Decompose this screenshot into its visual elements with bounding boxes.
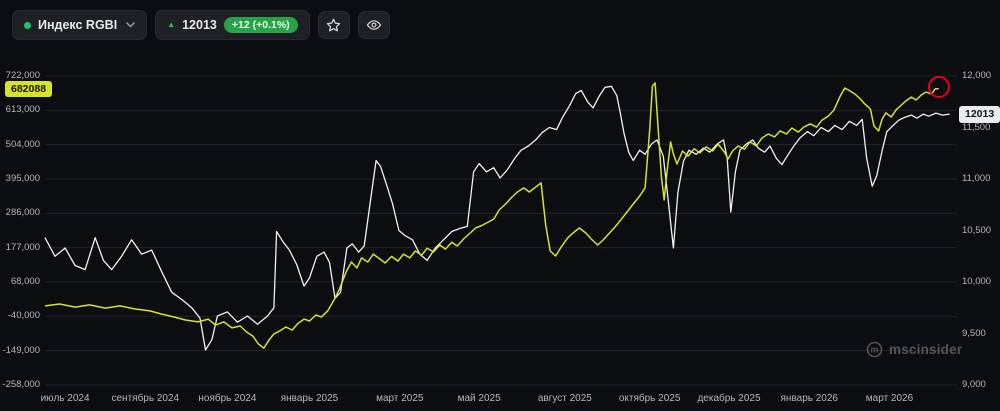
y-axis-label-right: 9,000 bbox=[962, 379, 986, 390]
y-axis-label-right: 10,500 bbox=[962, 224, 992, 236]
watermark-text: mscinsider bbox=[889, 342, 963, 357]
y-axis-label-left: 504,000 bbox=[5, 138, 40, 150]
white-price-line bbox=[44, 85, 950, 351]
y-axis-label-left: 722,000 bbox=[5, 70, 40, 81]
instrument-label: Индекс RGBI bbox=[38, 18, 118, 32]
y-axis-label-left: -40,000 bbox=[7, 310, 40, 322]
star-icon bbox=[326, 18, 341, 31]
instrument-status-dot bbox=[24, 21, 31, 29]
y-axis-label-right: 10,000 bbox=[962, 276, 992, 287]
y-axis-label-right: 12,000 bbox=[962, 70, 992, 81]
instrument-selector[interactable]: Индекс RGBI bbox=[12, 10, 148, 40]
mscinsider-logo-icon: m bbox=[866, 341, 883, 358]
x-axis-label: ноябрь 2024 bbox=[198, 393, 257, 404]
toolbar: Индекс RGBI ▲ 12013 +12 (+0.1%) bbox=[12, 10, 390, 40]
x-axis-label: январь 2026 bbox=[780, 393, 839, 404]
x-axis-label: январь 2025 bbox=[280, 393, 339, 404]
y-axis-label-left: 177,000 bbox=[5, 241, 40, 253]
favorite-button[interactable] bbox=[317, 11, 350, 39]
x-axis-label: октябрь 2025 bbox=[618, 393, 681, 404]
watermark: m mscinsider bbox=[866, 341, 962, 358]
y-axis-label-left: 68,000 bbox=[10, 276, 40, 287]
visibility-button[interactable] bbox=[357, 11, 390, 39]
quote-change-badge: +12 (+0.1%) bbox=[223, 16, 298, 34]
y-axis-label-left: 395,000 bbox=[5, 173, 40, 184]
y-axis-label-left: 613,000 bbox=[5, 104, 40, 116]
x-axis-label: сентябрь 2024 bbox=[111, 393, 180, 404]
y-axis-label-left: -258,000 bbox=[2, 379, 40, 390]
x-axis-label: декабрь 2025 bbox=[697, 393, 761, 404]
chevron-down-icon bbox=[126, 22, 135, 28]
quote-value: 12013 bbox=[182, 18, 217, 32]
arrow-up-icon: ▲ bbox=[167, 20, 176, 29]
x-axis-label: август 2025 bbox=[537, 393, 592, 404]
y-axis-label-left: 286,000 bbox=[5, 207, 40, 219]
x-axis-label: май 2025 bbox=[457, 393, 501, 404]
eye-icon bbox=[366, 20, 381, 30]
x-axis-label: март 2025 bbox=[376, 393, 424, 404]
x-axis-label: июль 2024 bbox=[40, 393, 90, 404]
quote-pill[interactable]: ▲ 12013 +12 (+0.1%) bbox=[155, 10, 310, 40]
annotation-circle bbox=[927, 75, 950, 98]
y-axis-label-right: 9,500 bbox=[962, 327, 986, 339]
svg-text:m: m bbox=[870, 345, 878, 355]
y-axis-label-right: 11,500 bbox=[962, 121, 991, 133]
y-axis-label-left: -149,000 bbox=[2, 344, 40, 356]
yellow-price-line bbox=[44, 82, 939, 349]
right-axis-current-value-badge: 12013 bbox=[959, 106, 1000, 123]
x-axis-label: март 2026 bbox=[865, 393, 914, 404]
left-axis-current-value-badge: 682088 bbox=[5, 80, 53, 98]
y-axis-label-right: 11,000 bbox=[962, 173, 991, 184]
